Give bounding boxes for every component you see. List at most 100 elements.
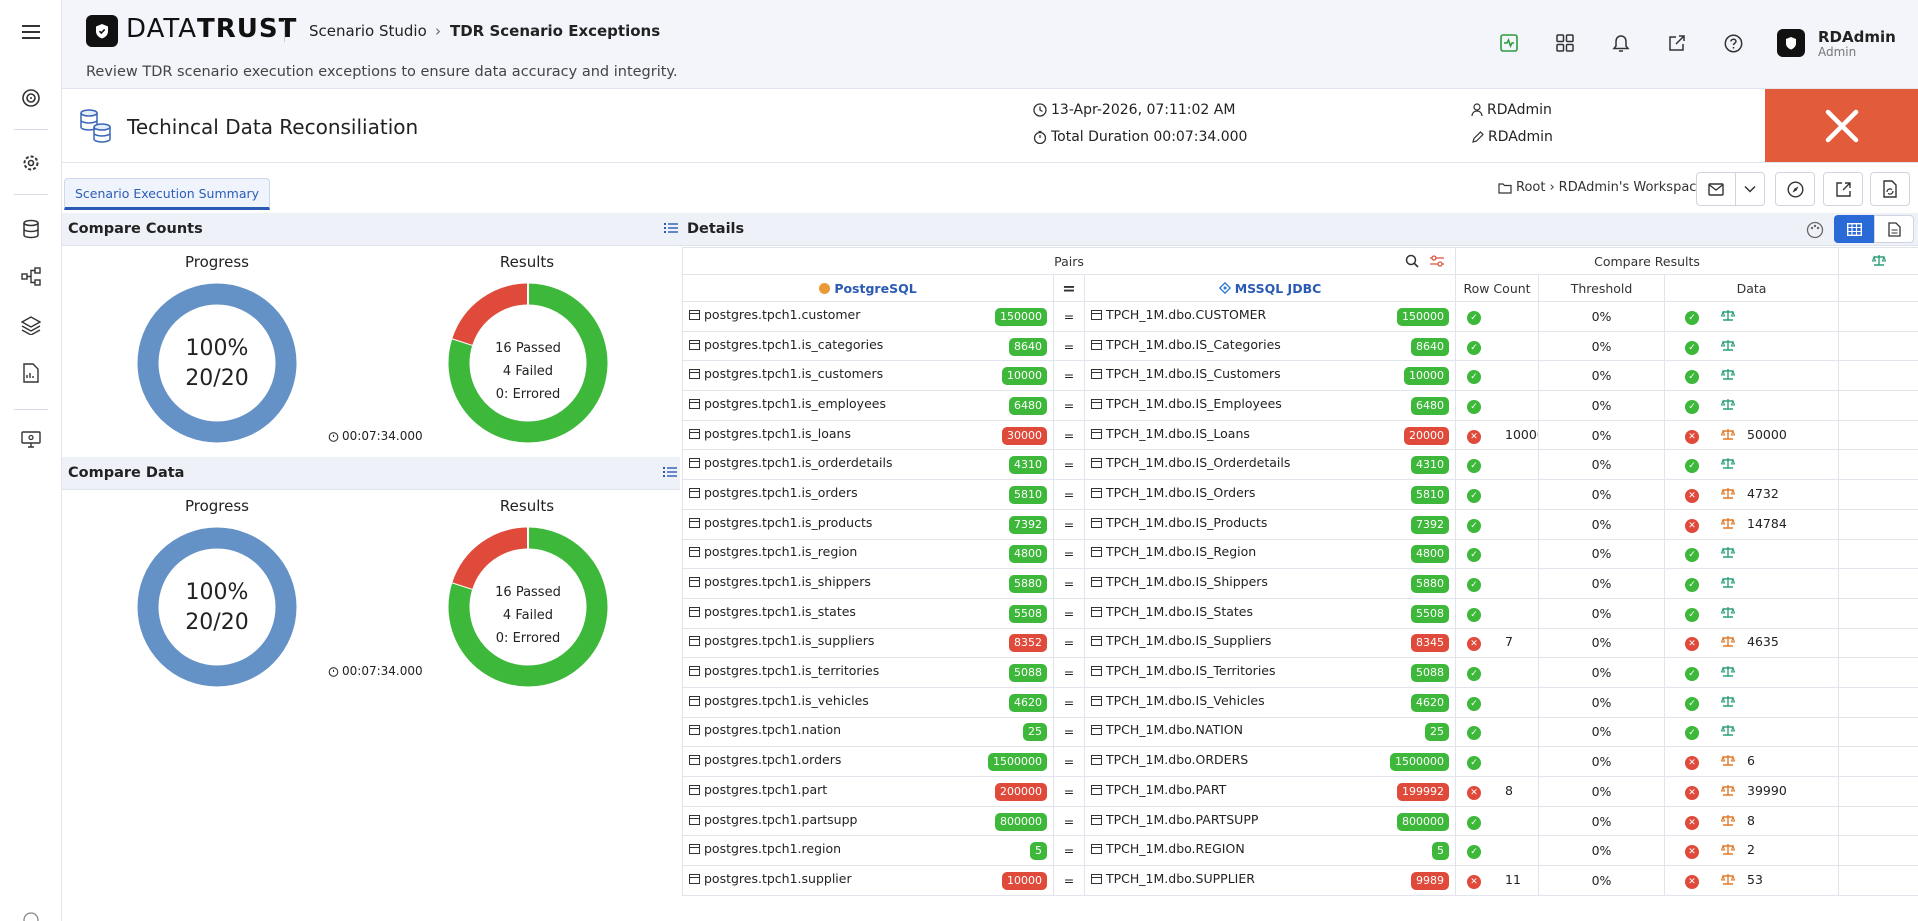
row-count-result[interactable]: ✓ — [1455, 568, 1540, 599]
data-diff-icon[interactable] — [1720, 694, 1736, 709]
user-avatar[interactable] — [1777, 29, 1805, 57]
export-button[interactable] — [1823, 172, 1863, 206]
target-table-cell[interactable]: TPCH_1M.dbo.IS_Products 7392 — [1083, 508, 1457, 540]
data-result[interactable]: ✓ — [1664, 597, 1840, 629]
activity-icon[interactable] — [1498, 32, 1520, 54]
source-table-cell[interactable]: postgres.tpch1.partsupp 800000 — [682, 805, 1054, 837]
email-button[interactable] — [1696, 172, 1736, 206]
target-icon[interactable] — [19, 86, 43, 110]
row-count-result[interactable]: ✕ 11 — [1455, 865, 1540, 896]
row-count-result[interactable]: ✓ — [1455, 390, 1540, 421]
data-diff-icon[interactable] — [1720, 664, 1736, 679]
target-table-cell[interactable]: TPCH_1M.dbo.IS_Vehicles 4620 — [1083, 686, 1457, 718]
row-count-result[interactable]: ✓ — [1455, 835, 1540, 867]
table-row[interactable]: postgres.tpch1.is_loans 30000 = TPCH_1M.dbo… — [682, 419, 1918, 451]
column-settings-icon[interactable] — [1429, 254, 1445, 271]
info-icon[interactable] — [19, 908, 43, 921]
data-result[interactable]: ✓ — [1664, 330, 1840, 362]
source-table-cell[interactable]: postgres.tpch1.part 200000 — [682, 776, 1054, 807]
data-result[interactable]: ✓ — [1664, 538, 1840, 570]
data-result[interactable]: ✕ 8 — [1664, 805, 1840, 837]
data-diff-icon[interactable] — [1720, 486, 1736, 501]
source-table-cell[interactable]: postgres.tpch1.is_products 7392 — [682, 508, 1054, 540]
target-table-cell[interactable]: TPCH_1M.dbo.IS_Employees 6480 — [1083, 390, 1457, 421]
source-table-cell[interactable]: postgres.tpch1.nation 25 — [682, 716, 1054, 748]
source-table-cell[interactable]: postgres.tpch1.is_loans 30000 — [682, 419, 1054, 451]
target-table-cell[interactable]: TPCH_1M.dbo.REGION 5 — [1083, 835, 1457, 867]
data-result[interactable]: ✕ 4635 — [1664, 627, 1840, 659]
workflow-icon[interactable] — [19, 265, 43, 289]
target-table-cell[interactable]: TPCH_1M.dbo.ORDERS 1500000 — [1083, 746, 1457, 777]
data-diff-icon[interactable] — [1720, 427, 1736, 442]
target-table-cell[interactable]: TPCH_1M.dbo.NATION 25 — [1083, 716, 1457, 748]
source-table-cell[interactable]: postgres.tpch1.supplier 10000 — [682, 865, 1054, 896]
table-row[interactable]: postgres.tpch1.part 200000 = TPCH_1M.dbo.PA… — [682, 776, 1918, 807]
target-table-cell[interactable]: TPCH_1M.dbo.IS_States 5508 — [1083, 597, 1457, 629]
target-table-cell[interactable]: TPCH_1M.dbo.IS_Customers 10000 — [1083, 360, 1457, 392]
data-result[interactable]: ✕ 53 — [1664, 865, 1840, 896]
report-icon[interactable] — [19, 361, 43, 385]
source-table-cell[interactable]: postgres.tpch1.is_orders 5810 — [682, 479, 1054, 510]
email-dropdown-button[interactable] — [1735, 172, 1765, 206]
source-table-cell[interactable]: postgres.tpch1.is_shippers 5880 — [682, 568, 1054, 599]
row-count-result[interactable]: ✕ 7 — [1455, 627, 1540, 659]
table-row[interactable]: postgres.tpch1.customer 150000 = TPCH_1M.db… — [682, 301, 1918, 332]
grid-view-button[interactable] — [1834, 215, 1874, 243]
target-table-cell[interactable]: TPCH_1M.dbo.IS_Orders 5810 — [1083, 479, 1457, 510]
data-diff-icon[interactable] — [1720, 545, 1736, 560]
data-result[interactable]: ✓ — [1664, 301, 1840, 332]
gear-icon[interactable] — [19, 151, 43, 175]
table-row[interactable]: postgres.tpch1.region 5 = TPCH_1M.dbo.REGIO… — [682, 835, 1918, 867]
data-diff-icon[interactable] — [1720, 723, 1736, 738]
table-row[interactable]: postgres.tpch1.is_customers 10000 = TPCH_1M… — [682, 360, 1918, 392]
layers-icon[interactable] — [19, 313, 43, 337]
breadcrumb-scenario-studio[interactable]: Scenario Studio — [309, 22, 427, 40]
table-row[interactable]: postgres.tpch1.is_employees 6480 = TPCH_1M.… — [682, 390, 1918, 421]
source-table-cell[interactable]: postgres.tpch1.is_customers 10000 — [682, 360, 1054, 392]
document-view-button[interactable] — [1874, 215, 1914, 243]
data-result[interactable]: ✕ 4732 — [1664, 479, 1840, 510]
data-result[interactable]: ✕ 39990 — [1664, 776, 1840, 807]
external-link-icon[interactable] — [1666, 32, 1688, 54]
table-row[interactable]: postgres.tpch1.is_territories 5088 = TPCH_1… — [682, 657, 1918, 688]
data-result[interactable]: ✕ 50000 — [1664, 419, 1840, 451]
target-table-cell[interactable]: TPCH_1M.dbo.IS_Suppliers 8345 — [1083, 627, 1457, 659]
table-row[interactable]: postgres.tpch1.partsupp 800000 = TPCH_1M.db… — [682, 805, 1918, 837]
data-diff-icon[interactable] — [1720, 872, 1736, 887]
notification-bell-icon[interactable] — [1610, 32, 1632, 54]
row-count-result[interactable]: ✓ — [1455, 538, 1540, 570]
source-table-cell[interactable]: postgres.tpch1.is_employees 6480 — [682, 390, 1054, 421]
data-diff-icon[interactable] — [1720, 813, 1736, 828]
compass-button[interactable] — [1775, 172, 1815, 206]
close-button[interactable] — [1765, 89, 1918, 162]
row-count-result[interactable]: ✓ — [1455, 746, 1540, 777]
table-row[interactable]: postgres.tpch1.orders 1500000 = TPCH_1M.dbo… — [682, 746, 1918, 777]
row-count-result[interactable]: ✓ — [1455, 360, 1540, 392]
source-table-cell[interactable]: postgres.tpch1.is_categories 8640 — [682, 330, 1054, 362]
target-table-cell[interactable]: TPCH_1M.dbo.IS_Territories 5088 — [1083, 657, 1457, 688]
data-diff-icon[interactable] — [1720, 605, 1736, 620]
source-table-cell[interactable]: postgres.tpch1.region 5 — [682, 835, 1054, 867]
source-table-cell[interactable]: postgres.tpch1.is_territories 5088 — [682, 657, 1054, 688]
help-icon[interactable] — [1722, 32, 1744, 54]
source-table-cell[interactable]: postgres.tpch1.is_states 5508 — [682, 597, 1054, 629]
target-table-cell[interactable]: TPCH_1M.dbo.SUPPLIER 9989 — [1083, 865, 1457, 896]
apps-grid-icon[interactable] — [1554, 32, 1576, 54]
data-result[interactable]: ✓ — [1664, 686, 1840, 718]
table-row[interactable]: postgres.tpch1.is_orderdetails 4310 = TPCH_… — [682, 449, 1918, 481]
logo-shield-icon[interactable] — [86, 15, 118, 47]
data-diff-icon[interactable] — [1720, 575, 1736, 590]
row-count-result[interactable]: ✓ — [1455, 449, 1540, 481]
source-table-cell[interactable]: postgres.tpch1.is_suppliers 8352 — [682, 627, 1054, 659]
target-table-cell[interactable]: TPCH_1M.dbo.IS_Orderdetails 4310 — [1083, 449, 1457, 481]
table-row[interactable]: postgres.tpch1.is_orders 5810 = TPCH_1M.dbo… — [682, 479, 1918, 510]
data-result[interactable]: ✓ — [1664, 716, 1840, 748]
data-result[interactable]: ✕ 14784 — [1664, 508, 1840, 540]
data-diff-icon[interactable] — [1720, 634, 1736, 649]
row-count-result[interactable]: ✓ — [1455, 330, 1540, 362]
data-diff-icon[interactable] — [1720, 783, 1736, 798]
data-diff-icon[interactable] — [1720, 842, 1736, 857]
table-row[interactable]: postgres.tpch1.nation 25 = TPCH_1M.dbo.NATI… — [682, 716, 1918, 748]
workspace-name[interactable]: RDAdmin's Workspace — [1558, 180, 1705, 195]
target-table-cell[interactable]: TPCH_1M.dbo.IS_Loans 20000 — [1083, 419, 1457, 451]
